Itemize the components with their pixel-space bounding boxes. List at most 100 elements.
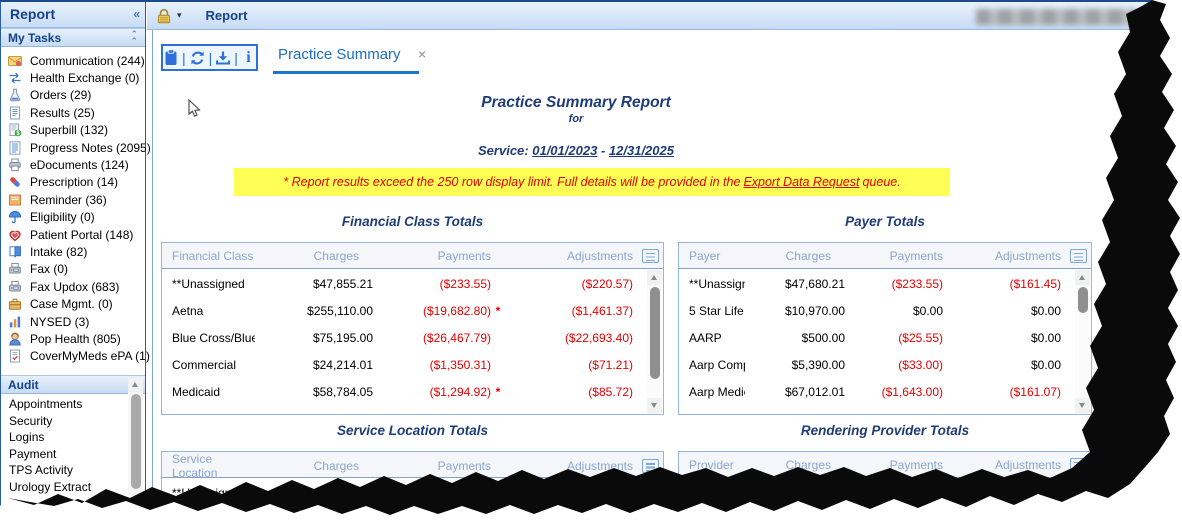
scroll-down-icon[interactable] (647, 398, 662, 413)
audit-header[interactable]: Audit (1, 375, 145, 394)
table-row[interactable]: 5 Star Life Insurance $10,970.00 $0.00 $0.0… (679, 297, 1091, 324)
table-row[interactable]: **Unassigned $47,680.21 ($233.55) ($161.45) (679, 270, 1091, 297)
sidebar-item-fax[interactable]: Fax (0) (1, 261, 145, 278)
table-row[interactable]: Medicaid $58,784.05 ($1,294.92) * ($85.72) (162, 378, 663, 405)
task-label: Case Mgmt. (0) (30, 297, 113, 312)
column-options-icon[interactable] (642, 459, 659, 473)
tab-close-icon[interactable]: × (418, 46, 427, 62)
charges-value: $220.00 (745, 412, 845, 415)
audit-item-tps-activity[interactable]: TPS Activity (9, 463, 74, 478)
sidebar-item-orders[interactable]: Orders (29) (1, 87, 145, 104)
column-header[interactable]: Payments (889, 248, 943, 263)
table-row[interactable]: **Unassigned $47,855.21 ($233.55) ($220.57) (162, 270, 663, 297)
scrollbar-thumb[interactable] (649, 287, 660, 379)
adjustments-value: $0.00 (1030, 330, 1061, 345)
sidebar-item-progress[interactable]: Progress Notes (2095) (1, 139, 151, 156)
sidebar-item-fax[interactable]: Fax Updox (683) (1, 278, 145, 295)
table-scrollbar[interactable] (1075, 479, 1090, 523)
export-data-request-link[interactable]: Export Data Request (743, 175, 860, 189)
table-row[interactable]: Aarp Medicare Com… $67,012.01 ($1,643.00) (… (679, 378, 1091, 405)
table-row[interactable]: Aetna $255,110.00 ($19,682.80) * ($1,461.37) (162, 297, 663, 324)
report-title: Practice Summary Report (481, 94, 671, 111)
scrollbar-thumb[interactable] (1077, 287, 1088, 313)
table-row[interactable]: Blue Cross/Blue Shield $75,195.00 ($26,467… (162, 324, 663, 351)
window-corner-icon[interactable] (1139, 12, 1148, 21)
table-body: **Unassigned $47,680.21 ($233.55) ($161.45)… (679, 270, 1091, 415)
scroll-up-icon[interactable] (1075, 270, 1090, 285)
scroll-up-icon[interactable] (128, 377, 143, 392)
notes-list-icon (9, 140, 21, 155)
column-header[interactable]: Charges (313, 459, 359, 473)
column-header[interactable]: Payer (689, 248, 721, 263)
column-header[interactable]: Service Location (172, 452, 218, 480)
scrollbar-thumb[interactable] (1077, 496, 1088, 516)
column-header[interactable]: Provider (689, 457, 734, 472)
sidebar-item-communication[interactable]: Communication (244) (1, 52, 145, 69)
table-row[interactable]: Commercial $24,214.01 ($1,350.31) ($71.21) (162, 351, 663, 378)
scroll-up-icon[interactable] (647, 479, 662, 494)
scroll-down-icon[interactable] (1075, 398, 1090, 413)
column-header[interactable]: Payments (437, 459, 491, 473)
table-row[interactable]: Medicare$332,278.04 ($3,546.21) ($291.57) (162, 405, 663, 415)
column-header[interactable]: Financial Class (172, 248, 254, 263)
clipboard-icon[interactable] (163, 49, 179, 67)
sidebar-item-case[interactable]: Case Mgmt. (0) (1, 295, 145, 312)
tab-practice-summary[interactable]: Practice Summary (278, 46, 401, 63)
sidebar-item-pop[interactable]: Pop Health (805) (1, 330, 145, 347)
column-header[interactable]: Adjustments (994, 248, 1061, 263)
column-header[interactable]: Payments (889, 457, 943, 472)
scroll-up-icon[interactable] (647, 270, 662, 285)
audit-item-appointments[interactable]: Appointments (9, 397, 83, 412)
info-icon[interactable]: i (246, 48, 251, 66)
sidebar-item-prescription[interactable]: Prescription (14) (1, 174, 145, 191)
service-location-table: Service Location Charges Payments Adjustmen… (161, 451, 664, 523)
sidebar-item-superbill[interactable]: $ Superbill (132) (1, 122, 145, 139)
column-options-icon[interactable] (1070, 248, 1087, 263)
my-tasks-header[interactable]: My Tasks ⌃ ⌃ (1, 28, 145, 47)
table-row[interactable]: AARP $500.00 ($25.55) $0.00 (679, 324, 1091, 351)
download-icon[interactable] (215, 49, 231, 67)
sidebar-item-covermymeds[interactable]: CoverMyMeds ePA (1) (1, 348, 150, 365)
audit-item-security[interactable]: Security (9, 413, 53, 428)
column-options-icon[interactable] (642, 248, 659, 263)
sidebar-item-reminder[interactable]: Reminder (36) (1, 191, 145, 208)
audit-item-payment[interactable]: Payment (9, 446, 57, 461)
sidebar-item-patient[interactable]: Patient Portal (148) (1, 226, 145, 243)
lock-icon[interactable] (155, 7, 173, 25)
sidebar-item-health[interactable]: Health Exchange (0) (1, 69, 145, 86)
service-from-date[interactable]: 01/01/2023 (532, 143, 598, 158)
refresh-icon[interactable] (189, 49, 206, 67)
table-row[interactable]: Aarp Medicare Suppl…$220.00 ($220.00) $0.0… (679, 405, 1091, 415)
audit-item-logins[interactable]: Logins (9, 430, 45, 445)
column-header[interactable]: Charges (313, 248, 359, 263)
payments-value: ($98.33) (898, 485, 943, 500)
table-scrollbar[interactable] (647, 479, 662, 523)
column-header[interactable]: Adjustments (566, 459, 633, 473)
audit-item-urology-extract[interactable]: Urology Extract (9, 479, 92, 494)
sidebar-item-intake[interactable]: Intake (82) (1, 243, 145, 260)
payments-flag: * (495, 384, 501, 399)
column-header[interactable]: Charges (785, 248, 831, 263)
heart-icon (9, 230, 21, 241)
collapse-section-icon[interactable]: ⌃ ⌃ (130, 28, 138, 46)
sidebar-item-results[interactable]: Results (25) (1, 104, 145, 121)
column-header[interactable]: Payments (437, 248, 491, 263)
column-options-icon[interactable] (1070, 457, 1087, 472)
table-scrollbar[interactable] (647, 270, 662, 413)
scrollbar-thumb[interactable] (130, 394, 141, 489)
column-header[interactable]: Adjustments (994, 457, 1061, 472)
lock-dropdown-icon[interactable]: ▾ (177, 10, 182, 20)
table-row[interactable]: **Unassigned $4,570.00 (162, 479, 663, 506)
table-scrollbar[interactable] (1075, 270, 1090, 413)
column-header[interactable]: Charges (785, 457, 831, 472)
sidebar-item-nysed[interactable]: NYSED (3) (1, 313, 145, 330)
service-to-date[interactable]: 12/31/2025 (608, 143, 674, 158)
collapse-sidebar-icon[interactable]: « (133, 6, 140, 21)
scroll-up-icon[interactable] (1075, 479, 1090, 494)
sidebar-item-eligibility[interactable]: Eligibility (0) (1, 209, 145, 226)
table-row[interactable]: **Unassigned $4,690.00 ($98.33) (679, 479, 1091, 506)
sidebar-item-edocuments[interactable]: eDocuments (124) (1, 156, 145, 173)
column-header[interactable]: Adjustments (566, 248, 633, 263)
audit-scrollbar[interactable] (128, 377, 143, 522)
table-row[interactable]: Aarp Complete Medi… $5,390.00 ($33.00) $0.0… (679, 351, 1091, 378)
